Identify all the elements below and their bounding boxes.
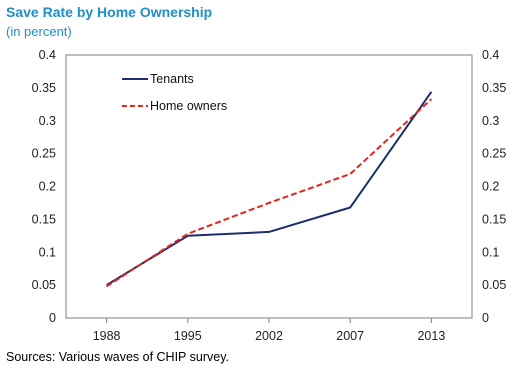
y-tick-label-left: 0.2 — [39, 180, 56, 194]
y-tick-label-left: 0.25 — [32, 147, 56, 161]
x-tick-label: 1988 — [93, 329, 121, 343]
y-tick-label-right: 0.1 — [482, 245, 499, 259]
y-tick-label-right: 0.2 — [482, 180, 499, 194]
y-tick-label-left: 0.15 — [32, 212, 56, 226]
y-tick-label-right: 0 — [482, 311, 489, 325]
y-tick-label-right: 0.25 — [482, 147, 506, 161]
y-tick-label-right: 0.05 — [482, 278, 506, 292]
y-tick-label-left: 0.4 — [39, 48, 56, 62]
y-tick-label-right: 0.3 — [482, 114, 499, 128]
y-tick-label-right: 0.4 — [482, 48, 499, 62]
series-line-tenants — [106, 91, 433, 286]
plot-area-frame — [65, 54, 473, 319]
source-note: Sources: Various waves of CHIP survey. — [6, 350, 230, 364]
chart-subtitle: (in percent) — [6, 24, 72, 39]
y-tick-label-left: 0 — [49, 311, 56, 325]
legend-label-home-owners: Home owners — [150, 99, 227, 113]
x-tick-label: 2013 — [417, 329, 445, 343]
series-line-home-owners — [106, 98, 433, 288]
x-tick-label: 2007 — [336, 329, 364, 343]
y-tick-label-left: 0.35 — [32, 81, 56, 95]
y-tick-label-left: 0.1 — [39, 245, 56, 259]
legend-label-tenants: Tenants — [150, 72, 194, 86]
y-tick-label-left: 0.05 — [32, 278, 56, 292]
chart-title: Save Rate by Home Ownership — [6, 4, 213, 20]
y-tick-label-right: 0.15 — [482, 212, 506, 226]
y-tick-label-right: 0.35 — [482, 81, 506, 95]
x-tick-label: 2002 — [255, 329, 283, 343]
y-tick-label-left: 0.3 — [39, 114, 56, 128]
x-tick-label: 1995 — [174, 329, 202, 343]
